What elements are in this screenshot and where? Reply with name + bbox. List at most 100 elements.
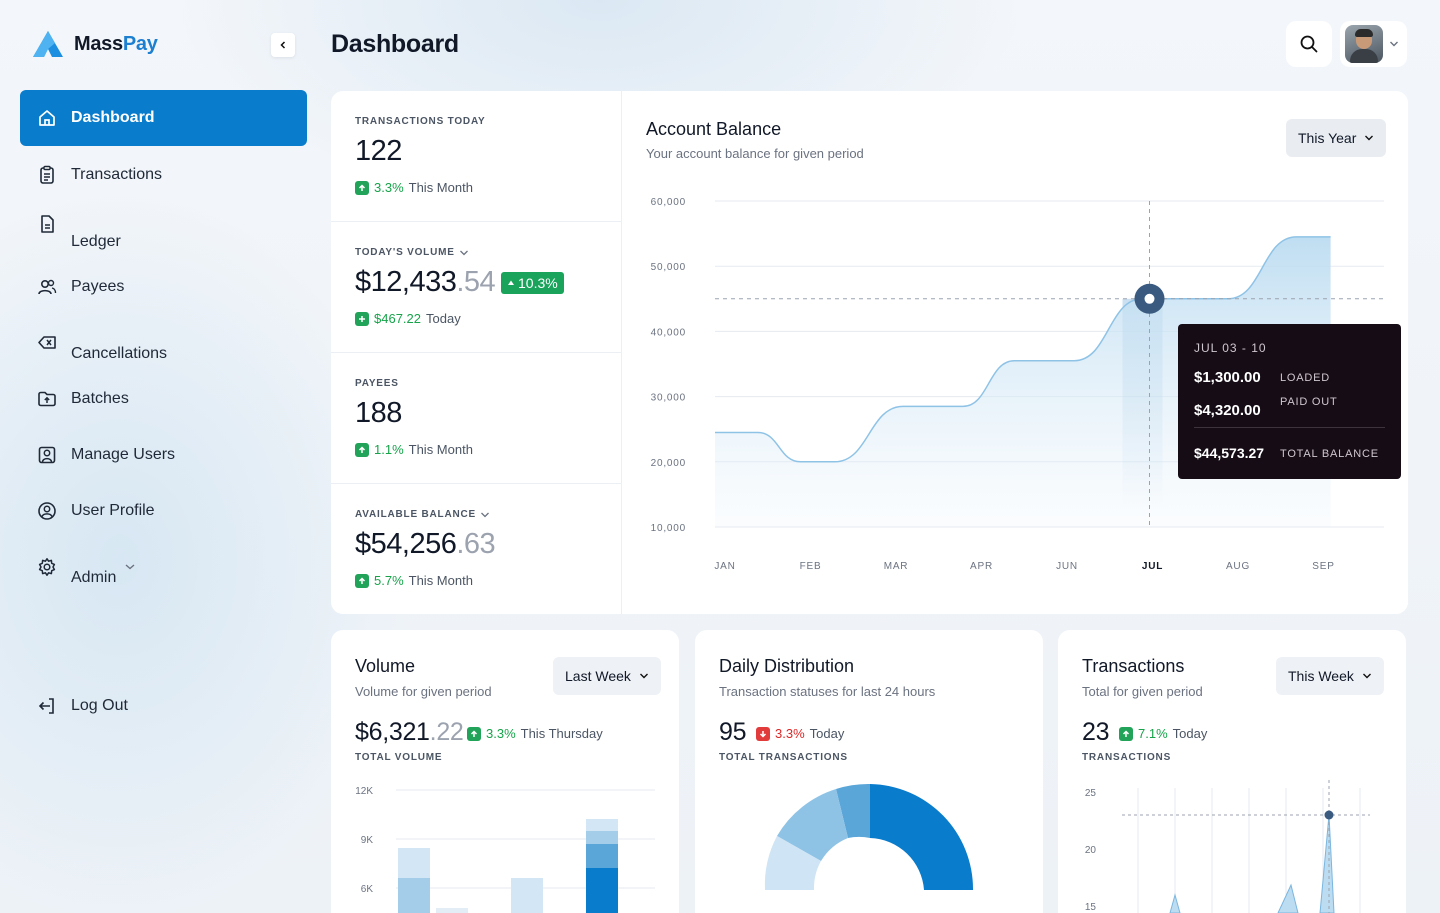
collapse-sidebar-button[interactable] xyxy=(271,33,295,57)
card-title: Transactions xyxy=(1082,656,1185,676)
user-square-icon xyxy=(38,446,56,464)
card-value: 23 xyxy=(1082,718,1110,746)
bar-sat-segment xyxy=(586,844,618,868)
y-tick-label: 12K xyxy=(355,786,373,797)
card-change: 3.3% Today xyxy=(756,726,844,741)
card-title: Volume xyxy=(355,656,416,676)
bar-thu xyxy=(511,878,543,913)
card-change: 3.3% This Thursday xyxy=(467,726,603,741)
y-tick-label: 6K xyxy=(361,884,374,895)
search-button[interactable] xyxy=(1286,21,1332,67)
chevron-left-icon xyxy=(280,41,286,49)
card-value: $6,321.22 xyxy=(355,718,464,746)
card-caption: TOTAL TRANSACTIONS xyxy=(719,752,848,763)
stat-label-dropdown[interactable]: AVAILABLE BALANCE xyxy=(355,509,490,520)
chevron-down-icon[interactable] xyxy=(124,563,136,571)
distribution-donut-chart xyxy=(764,783,974,890)
y-tick-label: 60,000 xyxy=(651,197,686,208)
x-tick-label: JUN xyxy=(1056,561,1078,572)
card-subtitle: Total for given period xyxy=(1082,684,1203,699)
period-select[interactable]: This Week xyxy=(1276,657,1384,695)
sidebar-item-cancellations[interactable]: Cancellations xyxy=(20,318,307,374)
page-title: Dashboard xyxy=(331,30,459,58)
plus-icon xyxy=(355,311,369,326)
stat-value: 122 xyxy=(355,135,402,167)
backspace-icon xyxy=(38,336,56,349)
sidebar-item-batches[interactable]: Batches xyxy=(20,371,307,427)
card-value: 95 xyxy=(719,718,747,746)
sidebar-item-user-profile[interactable]: User Profile xyxy=(20,483,307,539)
sidebar-item-transactions[interactable]: Transactions xyxy=(20,147,307,203)
stat-available-balance: AVAILABLE BALANCE $54,256.63 5.7% This M… xyxy=(331,484,621,615)
sidebar-item-label: User Profile xyxy=(71,502,155,519)
stat-value: 188 xyxy=(355,397,402,429)
brand-name: MassPay xyxy=(74,32,158,55)
sidebar-item-manage-users[interactable]: Manage Users xyxy=(20,427,307,483)
volume-card: Volume Volume for given period Last Week… xyxy=(331,630,679,913)
y-tick-label: 40,000 xyxy=(651,327,686,338)
user-circle-icon xyxy=(38,502,56,520)
avatar xyxy=(1345,25,1383,63)
stat-todays-volume: TODAY'S VOLUME $12,433.54 10.3% $467.22 … xyxy=(331,222,621,353)
y-tick-label: 25 xyxy=(1085,788,1097,799)
y-tick-label: 9K xyxy=(361,835,374,846)
chevron-down-icon xyxy=(639,673,648,679)
stat-label: TRANSACTIONS TODAY xyxy=(355,116,486,127)
line-segment xyxy=(1169,893,1181,913)
x-tick-label: JUL xyxy=(1142,561,1163,572)
sidebar-item-label: Admin xyxy=(71,569,117,586)
arrow-up-icon xyxy=(355,442,369,457)
x-tick-label: FEB xyxy=(800,561,822,572)
stat-label: PAYEES xyxy=(355,378,399,389)
distribution-card: Daily Distribution Transaction statuses … xyxy=(695,630,1043,913)
highlight-point xyxy=(1324,810,1334,820)
card-subtitle: Volume for given period xyxy=(355,684,492,699)
bar-tue xyxy=(436,908,468,913)
area-line xyxy=(715,236,1331,463)
y-tick-label: 20 xyxy=(1085,845,1097,856)
stat-change: 1.1% This Month xyxy=(355,442,473,457)
tooltip-divider xyxy=(1194,427,1385,428)
sidebar-item-payees[interactable]: Payees xyxy=(20,259,307,315)
masspay-logo-icon xyxy=(33,31,63,57)
sidebar-item-ledger[interactable]: Ledger xyxy=(20,206,307,262)
donut-slice-3 xyxy=(777,789,848,861)
sidebar-item-label: Dashboard xyxy=(71,109,155,126)
tooltip-total-label: TOTAL BALANCE xyxy=(1280,448,1379,460)
volume-bar-chart: 12K 9K 6K xyxy=(355,786,655,913)
divider xyxy=(621,91,622,614)
y-tick-label: 30,000 xyxy=(651,393,686,404)
card-caption: TOTAL VOLUME xyxy=(355,752,443,763)
logout-button[interactable]: Log Out xyxy=(20,678,307,734)
y-tick-label: 15 xyxy=(1085,902,1097,913)
y-tick-label: 20,000 xyxy=(651,458,686,469)
stat-payees: PAYEES 188 1.1% This Month xyxy=(331,353,621,484)
home-icon xyxy=(39,110,55,126)
sidebar-item-label: Cancellations xyxy=(71,345,168,362)
tooltip-loaded-label: LOADED xyxy=(1280,372,1331,384)
stat-change: $467.22 Today xyxy=(355,311,461,326)
stat-change: 5.7% This Month xyxy=(355,573,473,588)
chevron-down-icon xyxy=(1362,673,1371,679)
stat-label-dropdown[interactable]: TODAY'S VOLUME xyxy=(355,247,469,258)
sidebar-item-label: Batches xyxy=(71,390,129,407)
sidebar-item-admin[interactable]: Admin xyxy=(20,540,307,596)
x-tick-label: APR xyxy=(970,561,993,572)
chevron-down-icon xyxy=(481,512,489,517)
period-select[interactable]: Last Week xyxy=(553,657,661,695)
document-icon xyxy=(41,215,54,233)
x-tick-label: AUG xyxy=(1226,561,1250,572)
x-tick-label: JAN xyxy=(714,561,735,572)
period-select[interactable]: This Year xyxy=(1286,119,1387,157)
tooltip-range: JUL 03 - 10 xyxy=(1194,341,1267,355)
transactions-line-chart: 25 20 15 xyxy=(1085,780,1370,913)
sidebar-item-label: Payees xyxy=(71,278,125,295)
brand-logo[interactable]: MassPay xyxy=(32,30,158,58)
account-menu-button[interactable] xyxy=(1340,21,1407,67)
search-icon xyxy=(1300,35,1318,53)
line-segment xyxy=(1319,814,1335,913)
chevron-down-icon xyxy=(459,250,468,255)
stat-value: $12,433.54 xyxy=(355,266,496,298)
sidebar-item-dashboard[interactable]: Dashboard xyxy=(20,90,307,146)
